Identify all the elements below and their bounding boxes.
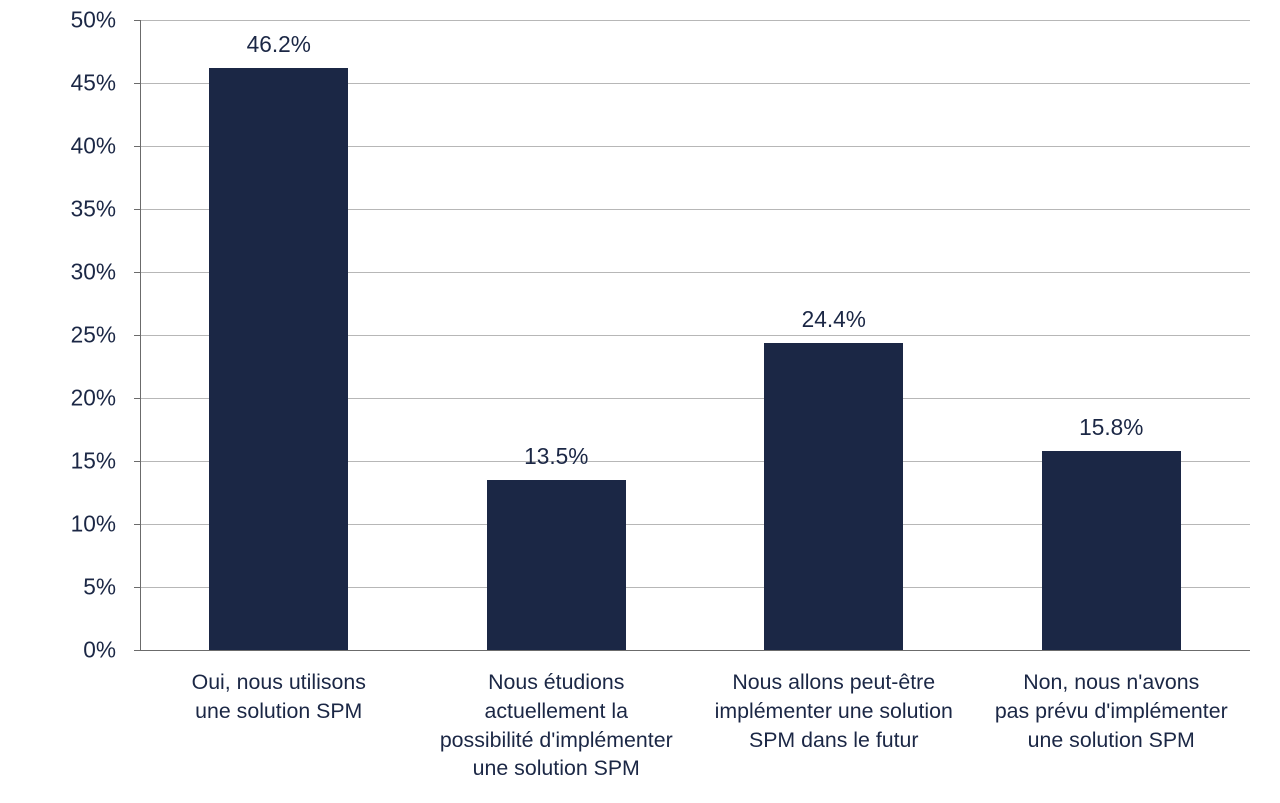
bar-chart: 0% 5% 10% 15% 20% 25% 30% 35% 40% 45% 50% 46.2% Oui,… <box>0 0 1280 803</box>
y-axis-tick-label: 50% <box>36 7 116 34</box>
y-axis-tick-label: 10% <box>36 511 116 538</box>
gridline <box>140 20 1250 21</box>
y-axis-tick-label: 25% <box>36 322 116 349</box>
x-axis-label: Nous étudionsactuellement lapossibilité … <box>431 668 681 783</box>
y-axis-tick-label: 15% <box>36 448 116 475</box>
bar <box>1042 451 1181 650</box>
x-axis-label: Nous allons peut-êtreimplémenter une sol… <box>709 668 959 754</box>
bar <box>487 480 626 650</box>
bar-value-label: 24.4% <box>802 306 866 333</box>
bar-value-label: 13.5% <box>524 443 588 470</box>
y-axis-line <box>140 20 141 650</box>
bar <box>764 343 903 650</box>
bar-value-label: 46.2% <box>247 31 311 58</box>
y-axis-tick-label: 45% <box>36 70 116 97</box>
y-axis-tick-label: 30% <box>36 259 116 286</box>
y-axis-tick-label: 40% <box>36 133 116 160</box>
bar <box>209 68 348 650</box>
bar-value-label: 15.8% <box>1079 414 1143 441</box>
plot-area: 0%5%10%15%20%25%30%35%40%45%50%46.2%Oui,… <box>140 20 1250 650</box>
y-axis-tick <box>134 650 140 651</box>
x-axis-label: Oui, nous utilisonsune solution SPM <box>154 668 404 726</box>
x-axis-label: Non, nous n'avonspas prévu d'implémenter… <box>986 668 1236 754</box>
y-axis-tick-label: 35% <box>36 196 116 223</box>
y-axis-tick-label: 20% <box>36 385 116 412</box>
gridline <box>140 650 1250 651</box>
y-axis-tick-label: 5% <box>36 574 116 601</box>
y-axis-tick-label: 0% <box>36 637 116 664</box>
